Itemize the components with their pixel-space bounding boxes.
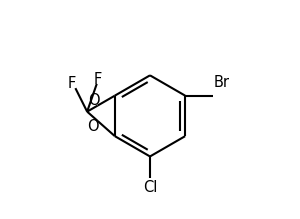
Text: O: O <box>87 119 99 134</box>
Text: F: F <box>94 72 102 87</box>
Text: F: F <box>68 76 76 91</box>
Text: Br: Br <box>214 75 230 90</box>
Text: O: O <box>88 93 100 108</box>
Text: Cl: Cl <box>143 180 157 195</box>
